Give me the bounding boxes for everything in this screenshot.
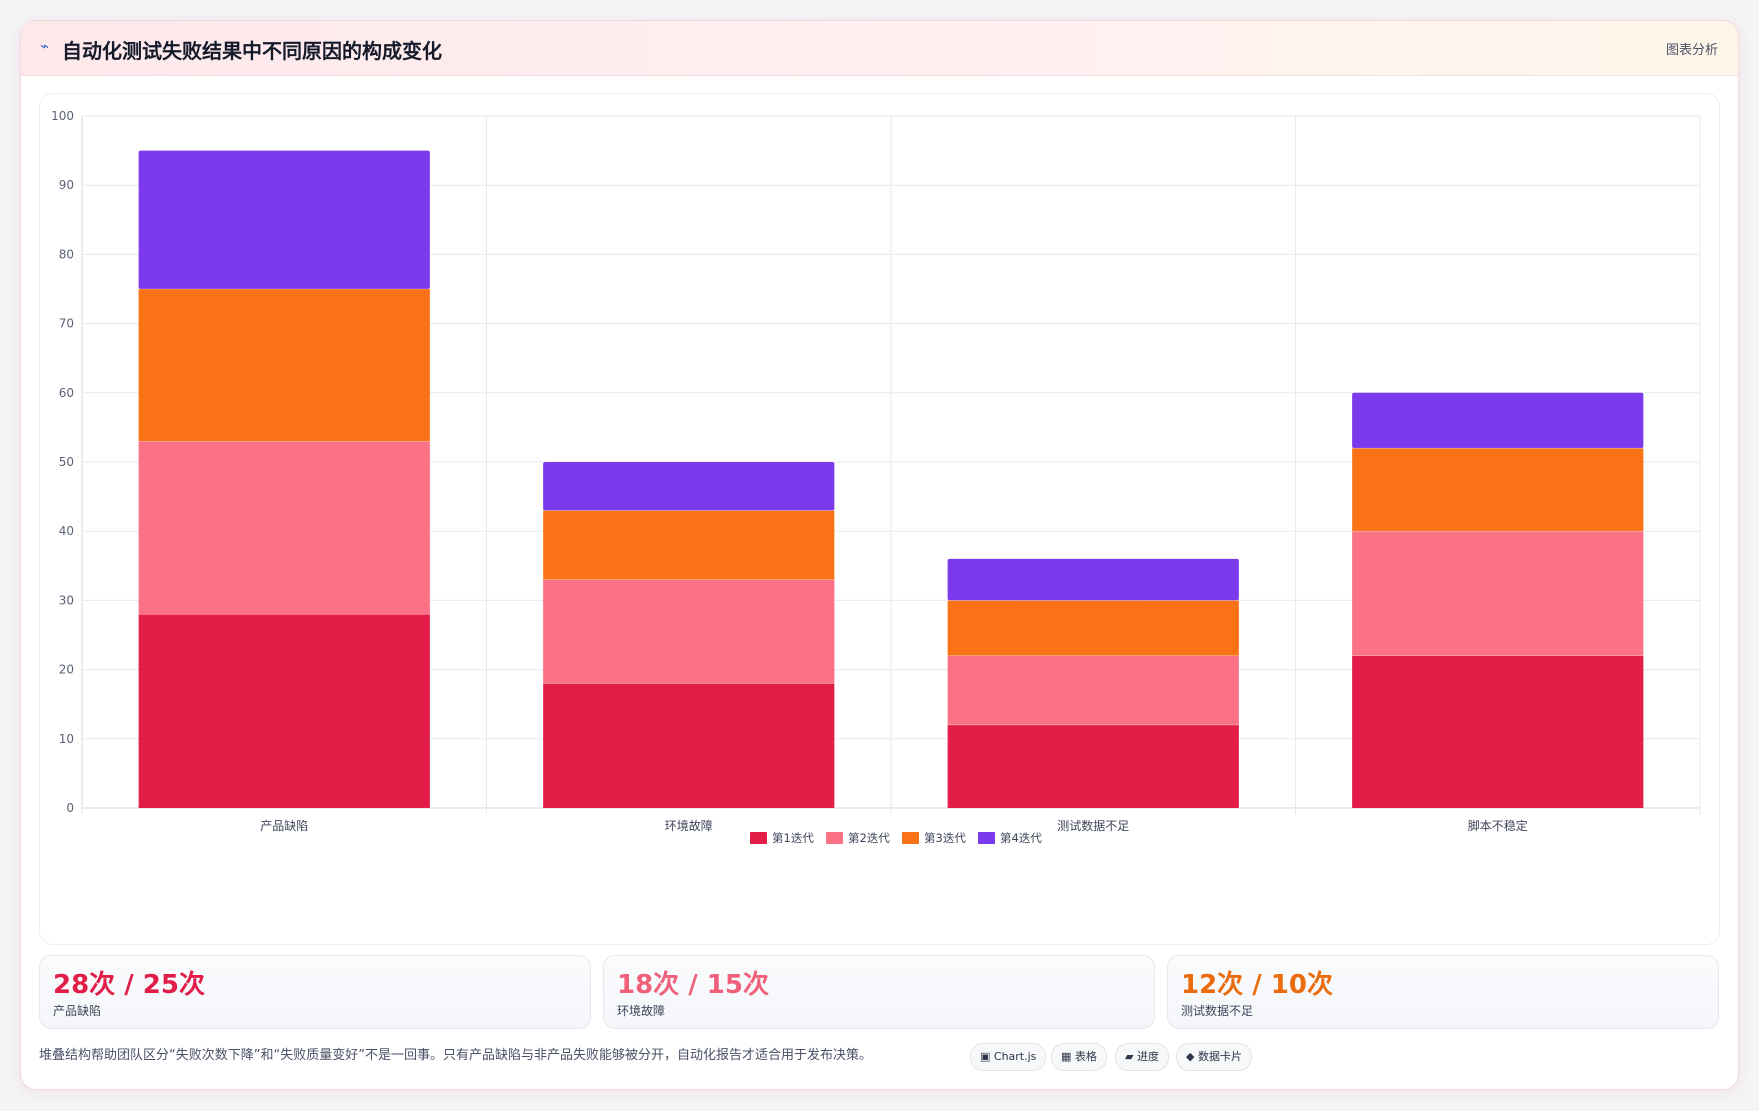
bar-segment [1352, 531, 1644, 656]
stat-card-product-defect: 28次 / 25次 产品缺陷 [39, 955, 591, 1029]
stacked-bar-chart: 0 10 20 30 40 50 60 70 80 90 100 产品缺陷 环境故障 测试数据不足 脚本不稳… [51, 109, 1701, 845]
x-tick-label: 脚本不稳定 [1468, 818, 1528, 833]
y-tick-label: 50 [59, 455, 74, 469]
stat-value: 28次 / 25次 [53, 970, 205, 1000]
y-tick-label: 0 [66, 801, 74, 815]
card-header: ⌁ 自动化测试失败结果中不同原因的构成变化 图表分析 [21, 21, 1738, 76]
y-tick-label: 70 [59, 317, 74, 331]
bar-segment [947, 724, 1239, 808]
bar-segment [1352, 448, 1644, 532]
stat-card-test-data: 12次 / 10次 测试数据不足 [1167, 955, 1719, 1029]
y-tick-label: 30 [59, 593, 74, 607]
legend-label: 第4迭代 [1000, 831, 1042, 845]
x-tick-label: 环境故障 [665, 818, 713, 833]
y-tick-label: 80 [59, 247, 74, 261]
bar-segment [543, 462, 835, 511]
stat-value: 18次 / 15次 [617, 970, 769, 1000]
y-tick-label: 100 [51, 109, 74, 123]
chart-panel: 0 10 20 30 40 50 60 70 80 90 100 产品缺陷 环境故障 测试数据不足 脚本不稳… [39, 93, 1720, 945]
bar-segment [138, 289, 430, 442]
y-tick-label: 40 [59, 524, 74, 538]
legend-swatch [978, 832, 995, 844]
legend-swatch [826, 832, 843, 844]
bar-segment [543, 683, 835, 808]
bar-segment [543, 579, 835, 684]
stat-card-environment: 18次 / 15次 环境故障 [603, 955, 1155, 1029]
legend-label: 第1迭代 [772, 831, 814, 845]
page-title: 自动化测试失败结果中不同原因的构成变化 [62, 39, 442, 63]
stat-value: 12次 / 10次 [1181, 970, 1333, 1000]
lightning-icon: ⌁ [40, 37, 50, 55]
chip-progress[interactable]: ▰ 进度 [1115, 1043, 1169, 1071]
bar-segment [1352, 655, 1644, 808]
bar-segment [1352, 392, 1644, 449]
bar-segment [138, 441, 430, 615]
bar-segment [138, 150, 430, 289]
legend-label: 第2迭代 [848, 831, 890, 845]
chart-analysis-tag[interactable]: 图表分析 [1665, 43, 1718, 58]
bar-segment [138, 614, 430, 808]
chip-table[interactable]: ▦ 表格 [1051, 1043, 1107, 1071]
legend-swatch [750, 832, 767, 844]
chip-data-card[interactable]: ◆ 数据卡片 [1176, 1043, 1252, 1071]
bar-segment [947, 600, 1239, 656]
stat-label: 环境故障 [617, 1004, 666, 1018]
footer-note: 堆叠结构帮助团队区分“失败次数下降”和“失败质量变好”不是一回事。只有产品缺陷与… [39, 1048, 872, 1063]
x-tick-label: 产品缺陷 [260, 818, 308, 833]
bar-segment [543, 510, 835, 580]
chart-card: ⌁ 自动化测试失败结果中不同原因的构成变化 图表分析 0 10 20 30 40 50 60… [20, 20, 1739, 1090]
bar-segment [947, 655, 1239, 725]
y-tick-label: 20 [59, 663, 74, 677]
stat-label: 测试数据不足 [1181, 1004, 1254, 1018]
y-tick-label: 10 [59, 732, 74, 746]
y-tick-label: 90 [59, 178, 74, 192]
stat-label: 产品缺陷 [53, 1004, 102, 1018]
x-tick-label: 测试数据不足 [1057, 818, 1129, 833]
legend-swatch [902, 832, 919, 844]
chip-chartjs[interactable]: ▣ Chart.js [970, 1043, 1047, 1071]
bar-segment [947, 558, 1239, 601]
y-tick-label: 60 [59, 386, 74, 400]
legend-label: 第3迭代 [924, 831, 966, 845]
